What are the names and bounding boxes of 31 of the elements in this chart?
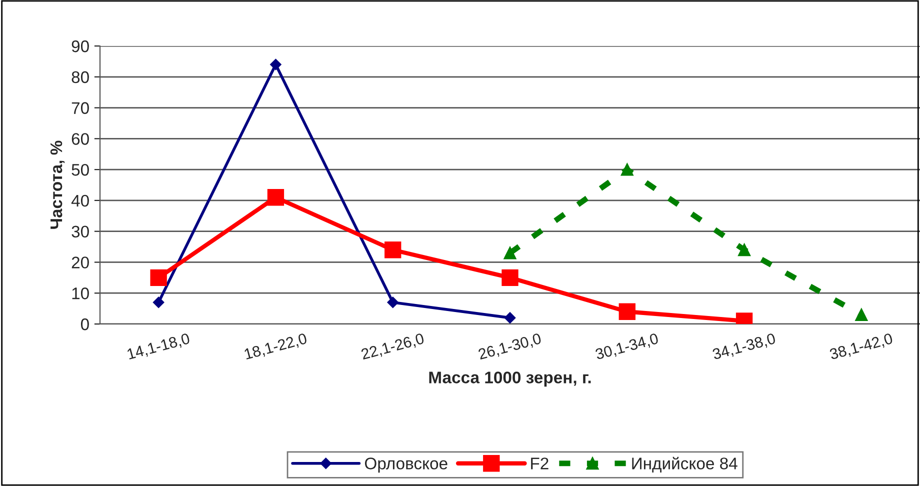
point	[502, 269, 518, 286]
point	[384, 242, 402, 258]
point	[855, 308, 868, 321]
y-tick-label: 90	[72, 40, 89, 52]
point	[387, 296, 398, 308]
point	[267, 189, 284, 206]
x-tick-label: 30,1-34,0	[594, 332, 660, 362]
y-tick-label: 40	[71, 194, 89, 207]
y-tick-label: 70	[72, 102, 89, 114]
y-tick-label: 60	[72, 133, 89, 145]
x-tick-label: 38,1-42,0	[829, 332, 894, 362]
point	[270, 58, 282, 70]
point	[618, 303, 636, 320]
legend-label: Индийское 84	[632, 456, 738, 473]
point	[504, 246, 516, 260]
y-tick-label: 20	[72, 256, 89, 268]
y-tick-label: 80	[72, 71, 89, 84]
point	[504, 312, 516, 324]
y-axis-title: Частота, %	[50, 140, 65, 229]
legend-label: Орловское	[364, 458, 448, 473]
point	[620, 163, 634, 176]
x-axis-title: Масса 1000 зерен, г.	[429, 372, 591, 387]
x-tick-label: 34,1-38,0	[712, 332, 776, 362]
y-tick-label: 30	[72, 226, 89, 238]
y-tick-label: 50	[72, 164, 89, 176]
y-tick-label: 0	[80, 318, 89, 330]
y-tick-label: 10	[72, 288, 89, 300]
point	[738, 244, 751, 256]
point	[150, 269, 167, 286]
point	[152, 296, 164, 308]
legend-label: F2	[531, 458, 548, 470]
